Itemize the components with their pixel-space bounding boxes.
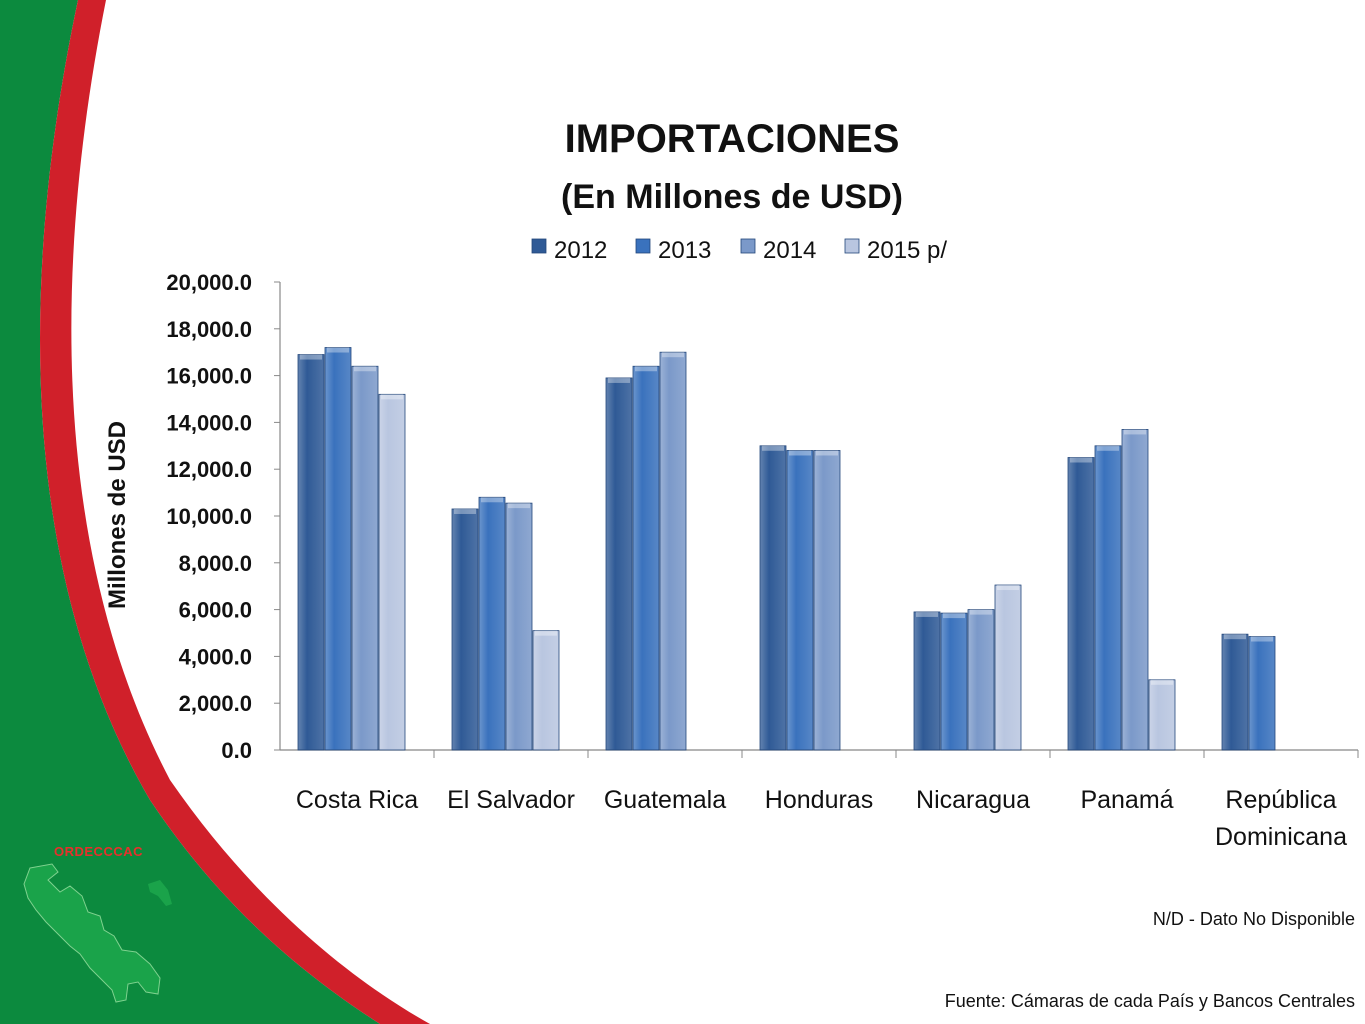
- source-note: Fuente: Cámaras de cada País y Bancos Ce…: [944, 991, 1355, 1011]
- bar-highlight: [662, 352, 684, 358]
- x-tick-label: El Salvador: [447, 786, 575, 814]
- x-tick-label: Nicaragua: [916, 786, 1030, 814]
- bar-2013-6: [1248, 636, 1276, 751]
- y-tick-label: 8,000.0: [179, 551, 252, 576]
- bar-2014-2: [659, 351, 687, 751]
- bar-2014-4: [967, 609, 995, 751]
- bar-2013-3: [786, 450, 814, 751]
- legend-label: 2013: [658, 237, 711, 264]
- y-tick-label: 16,000.0: [166, 364, 252, 389]
- bar-2015p-5: [1148, 679, 1176, 751]
- bar-highlight: [508, 503, 530, 509]
- bar-highlight: [1070, 457, 1092, 463]
- bar-2014-5: [1121, 429, 1149, 751]
- footnote: N/D - Dato No Disponible: [1152, 909, 1355, 929]
- y-axis-title: Millones de USD: [104, 421, 131, 609]
- bar-2015p-0: [378, 393, 406, 751]
- legend-swatch: [635, 238, 651, 254]
- legend-swatch: [531, 238, 547, 254]
- y-tick-label: 12,000.0: [166, 457, 252, 482]
- y-tick-label: 18,000.0: [166, 317, 252, 342]
- island-icon: [148, 880, 172, 906]
- y-tick-label: 20,000.0: [166, 270, 252, 295]
- legend-swatch: [740, 238, 756, 254]
- y-tick-label: 4,000.0: [179, 644, 252, 669]
- x-tick-label: República: [1225, 786, 1336, 814]
- central-america-map-icon: [23, 863, 161, 1003]
- bar-2013-1: [478, 496, 506, 751]
- y-tick-label: 14,000.0: [166, 410, 252, 435]
- axes: 0.0 2,000.0 4,000.0 6,000.0 8,000.0 10,000.0 1…: [166, 270, 1359, 851]
- bar-2014-0: [351, 365, 379, 751]
- bar-highlight: [997, 585, 1019, 591]
- chart-title: IMPORTACIONES: [565, 117, 900, 161]
- bar-2013-2: [632, 365, 660, 751]
- bar-highlight: [300, 354, 322, 360]
- bar-highlight: [943, 613, 965, 619]
- y-tick-label: 0.0: [221, 738, 252, 763]
- bar-highlight: [354, 366, 376, 372]
- legend: 2012 2013 2014 2015 p/: [531, 237, 947, 264]
- y-tick-label: 2,000.0: [179, 691, 252, 716]
- bar-2012-3: [759, 445, 787, 751]
- bar-2013-0: [324, 347, 352, 751]
- bar-highlight: [481, 497, 503, 503]
- green-swoosh: [0, 0, 380, 1024]
- bar-highlight: [816, 450, 838, 456]
- org-logo-text: ORDECCCAC: [54, 844, 143, 859]
- bar-highlight: [1224, 634, 1246, 640]
- bar-2012-0: [297, 354, 325, 751]
- x-tick-label: Dominicana: [1215, 823, 1347, 851]
- bar-2015p-1: [532, 630, 560, 751]
- bar-highlight: [916, 611, 938, 617]
- bar-highlight: [608, 377, 630, 383]
- red-swoosh: [39, 0, 431, 1024]
- bar-2013-5: [1094, 445, 1122, 751]
- bar-2015p-4: [994, 584, 1022, 751]
- bar-highlight: [635, 366, 657, 372]
- bar-highlight: [1251, 636, 1273, 642]
- bar-highlight: [1124, 429, 1146, 435]
- bar-2012-6: [1221, 633, 1249, 751]
- chart-subtitle: (En Millones de USD): [561, 178, 903, 216]
- bar-2014-1: [505, 502, 533, 751]
- legend-label: 2012: [554, 237, 607, 264]
- x-tick-label: Costa Rica: [296, 786, 418, 814]
- bar-highlight: [327, 347, 349, 353]
- bar-highlight: [970, 609, 992, 615]
- bar-highlight: [762, 445, 784, 451]
- bar-2012-2: [605, 377, 633, 751]
- y-tick-label: 10,000.0: [166, 504, 252, 529]
- bar-2012-4: [913, 611, 941, 751]
- bar-highlight: [789, 450, 811, 456]
- x-tick-label: Guatemala: [604, 786, 726, 814]
- y-tick-label: 6,000.0: [179, 598, 252, 623]
- bar-highlight: [1151, 679, 1173, 685]
- bar-2012-1: [451, 508, 479, 751]
- x-tick-label: Honduras: [765, 786, 873, 814]
- bar-2014-3: [813, 450, 841, 751]
- bar-highlight: [381, 394, 403, 400]
- x-tick-label: Panamá: [1080, 786, 1173, 814]
- bars: [297, 347, 1276, 751]
- bar-2012-5: [1067, 457, 1095, 751]
- legend-label: 2015 p/: [867, 237, 947, 264]
- bar-highlight: [535, 630, 557, 636]
- bar-highlight: [454, 508, 476, 514]
- legend-label: 2014: [763, 237, 816, 264]
- legend-swatch: [844, 238, 860, 254]
- bar-highlight: [1097, 445, 1119, 451]
- bar-2013-4: [940, 612, 968, 751]
